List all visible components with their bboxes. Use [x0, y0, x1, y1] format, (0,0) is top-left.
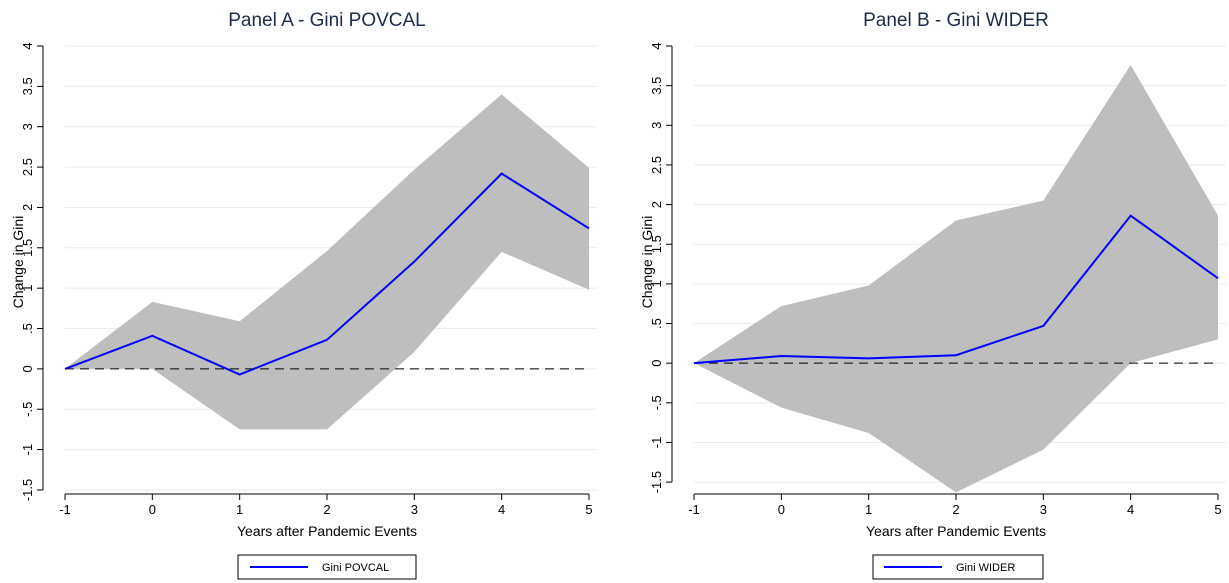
- panel-b-title: Panel B - Gini WIDER: [863, 10, 1049, 31]
- x-tick-label: 1: [865, 502, 872, 517]
- x-tick-label: 5: [1214, 502, 1221, 517]
- y-tick-label: -1.5: [649, 471, 664, 493]
- y-tick-label: -1: [20, 444, 35, 456]
- y-tick-label: 4: [20, 42, 35, 49]
- panel-a-x-ticks: -1 0 1 2 3 4 5: [59, 494, 593, 517]
- y-tick-label: 2.5: [20, 158, 35, 176]
- panel-a-y-axis-label: Change in Gini: [10, 216, 26, 309]
- y-tick-label: 1: [20, 285, 35, 292]
- y-tick-label: .5: [649, 318, 664, 329]
- x-tick-label: 1: [236, 502, 243, 517]
- y-tick-label: 0: [20, 365, 35, 372]
- y-tick-label: 4: [649, 42, 664, 49]
- y-tick-label: -.5: [649, 395, 664, 410]
- x-tick-label: 2: [323, 502, 330, 517]
- y-tick-label: -1.5: [20, 479, 35, 501]
- panel-a-y-ticks: 43.532.521.51.50-.5-1-1.5: [20, 42, 43, 501]
- x-tick-label: 5: [585, 502, 592, 517]
- x-tick-label: 4: [1127, 502, 1134, 517]
- x-tick-label: 0: [149, 502, 156, 517]
- y-tick-label: -.5: [20, 402, 35, 417]
- panel-a-confidence-band: [65, 94, 589, 430]
- panel-a: Panel A - Gini POVCAL 43.532.521.51.50-.…: [10, 10, 597, 580]
- panel-b-x-axis-label: Years after Pandemic Events: [866, 523, 1046, 539]
- panel-b: Panel B - Gini WIDER 43.532.521.51.50-.5…: [639, 10, 1226, 580]
- x-tick-label: 0: [778, 502, 785, 517]
- panel-a-x-axis-label: Years after Pandemic Events: [237, 523, 417, 539]
- x-tick-label: 2: [952, 502, 959, 517]
- y-tick-label: 0: [649, 360, 664, 367]
- x-tick-label: -1: [59, 502, 71, 517]
- x-tick-label: 3: [1040, 502, 1047, 517]
- x-tick-label: -1: [688, 502, 700, 517]
- y-tick-label: .5: [20, 323, 35, 334]
- y-tick-label: 2: [20, 204, 35, 211]
- x-tick-label: 4: [498, 502, 505, 517]
- panel-b-legend-label: Gini WIDER: [956, 562, 1015, 574]
- panel-b-legend: Gini WIDER: [872, 554, 1044, 580]
- y-tick-label: -1: [649, 437, 664, 449]
- panel-a-legend: Gini POVCAL: [237, 554, 417, 580]
- panel-b-y-axis-label: Change in Gini: [639, 216, 655, 309]
- y-tick-label: 3.5: [649, 77, 664, 95]
- panel-b-y-ticks: 43.532.521.51.50-.5-1-1.5: [649, 42, 672, 493]
- y-tick-label: 3: [649, 122, 664, 129]
- y-tick-label: 2.5: [649, 156, 664, 174]
- y-tick-label: 1: [649, 280, 664, 287]
- y-tick-label: 3.5: [20, 77, 35, 95]
- panel-b-confidence-band: [694, 65, 1218, 493]
- y-tick-label: 3: [20, 123, 35, 130]
- y-tick-label: 2: [649, 201, 664, 208]
- panel-a-title: Panel A - Gini POVCAL: [228, 10, 426, 31]
- y-tick-label: 1.5: [649, 235, 664, 253]
- x-tick-label: 3: [411, 502, 418, 517]
- y-tick-label: 1.5: [20, 239, 35, 257]
- panel-b-x-ticks: -1 0 1 2 3 4 5: [688, 494, 1222, 517]
- panel-a-legend-label: Gini POVCAL: [322, 562, 389, 574]
